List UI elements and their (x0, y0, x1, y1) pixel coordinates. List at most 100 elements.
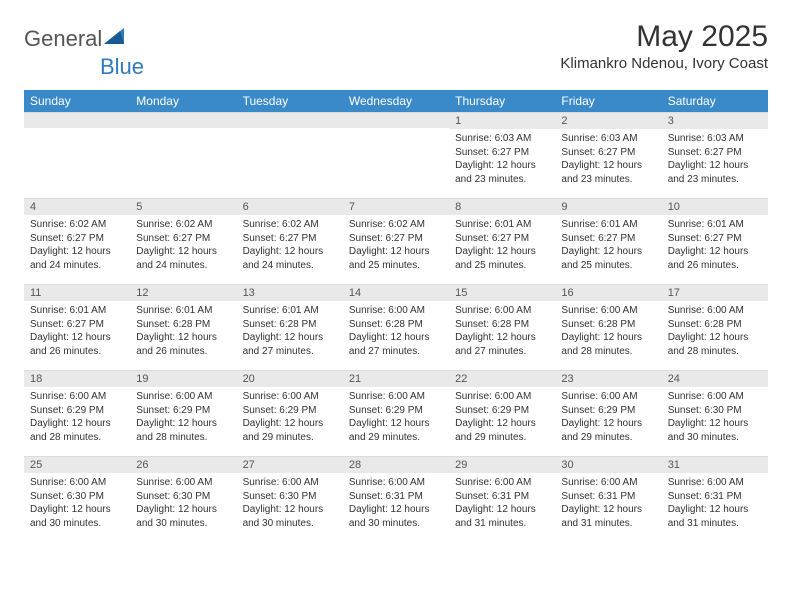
day-number: 13 (237, 284, 343, 301)
day-number: 25 (24, 456, 130, 473)
month-title: May 2025 (560, 20, 768, 53)
day-number: 16 (555, 284, 661, 301)
day-of-week-header: Friday (555, 90, 661, 112)
daylight-line: Daylight: 12 hours and 29 minutes. (243, 417, 337, 444)
day-content: Sunrise: 6:03 AMSunset: 6:27 PMDaylight:… (662, 129, 768, 190)
day-number: 7 (343, 198, 449, 215)
calendar-day-cell: 20 Sunrise: 6:00 AMSunset: 6:29 PMDayligh… (237, 370, 343, 456)
sunrise-line: Sunrise: 6:00 AM (349, 304, 443, 318)
sunrise-line: Sunrise: 6:02 AM (243, 218, 337, 232)
daylight-line: Daylight: 12 hours and 30 minutes. (243, 503, 337, 530)
calendar-day-cell: 15Sunrise: 6:00 AMSunset: 6:28 PMDayligh… (449, 284, 555, 370)
calendar-day-cell: 8Sunrise: 6:01 AMSunset: 6:27 PMDaylight… (449, 198, 555, 284)
sunset-line: Sunset: 6:27 PM (136, 232, 230, 246)
calendar-day-cell: 10Sunrise: 6:01 AMSunset: 6:27 PMDayligh… (662, 198, 768, 284)
sunrise-line: Sunrise: 6:01 AM (243, 304, 337, 318)
daylight-line: Daylight: 12 hours and 28 minutes. (561, 331, 655, 358)
calendar-day-cell: 31Sunrise: 6:00 AMSunset: 6:31 PMDayligh… (662, 456, 768, 542)
calendar-day-cell: 19Sunrise: 6:00 AMSunset: 6:29 PMDayligh… (130, 370, 236, 456)
daylight-line: Daylight: 12 hours and 27 minutes. (243, 331, 337, 358)
sunset-line: Sunset: 6:29 PM (455, 404, 549, 418)
calendar-day-cell: 14Sunrise: 6:00 AMSunset: 6:28 PMDayligh… (343, 284, 449, 370)
day-content: Sunrise: 6:00 AMSunset: 6:28 PMDaylight:… (343, 301, 449, 362)
logo-text-blue: Blue (100, 54, 144, 79)
sunset-line: Sunset: 6:29 PM (349, 404, 443, 418)
calendar-day-cell: 25Sunrise: 6:00 AMSunset: 6:30 PMDayligh… (24, 456, 130, 542)
location: Klimankro Ndenou, Ivory Coast (560, 55, 768, 72)
sunrise-line: Sunrise: 6:03 AM (561, 132, 655, 146)
sunset-line: Sunset: 6:28 PM (136, 318, 230, 332)
sunset-line: Sunset: 6:27 PM (455, 232, 549, 246)
daylight-line: Daylight: 12 hours and 27 minutes. (455, 331, 549, 358)
daylight-line: Daylight: 12 hours and 29 minutes. (455, 417, 549, 444)
sunset-line: Sunset: 6:28 PM (561, 318, 655, 332)
sunset-line: Sunset: 6:27 PM (668, 146, 762, 160)
daylight-line: Daylight: 12 hours and 28 minutes. (30, 417, 124, 444)
calendar-day-cell: 4Sunrise: 6:02 AMSunset: 6:27 PMDaylight… (24, 198, 130, 284)
daylight-line: Daylight: 12 hours and 29 minutes. (561, 417, 655, 444)
calendar-empty-cell (130, 112, 236, 198)
calendar-day-cell: 12Sunrise: 6:01 AMSunset: 6:28 PMDayligh… (130, 284, 236, 370)
sunset-line: Sunset: 6:29 PM (30, 404, 124, 418)
calendar-week-row: 25Sunrise: 6:00 AMSunset: 6:30 PMDayligh… (24, 456, 768, 542)
daylight-line: Daylight: 12 hours and 30 minutes. (30, 503, 124, 530)
day-content: Sunrise: 6:00 AMSunset: 6:30 PMDaylight:… (237, 473, 343, 534)
daylight-line: Daylight: 12 hours and 23 minutes. (561, 159, 655, 186)
day-content: Sunrise: 6:01 AMSunset: 6:28 PMDaylight:… (130, 301, 236, 362)
day-number: 23 (555, 370, 661, 387)
day-content: Sunrise: 6:00 AMSunset: 6:29 PMDaylight:… (449, 387, 555, 448)
day-number: 4 (24, 198, 130, 215)
daylight-line: Daylight: 12 hours and 31 minutes. (561, 503, 655, 530)
sunrise-line: Sunrise: 6:02 AM (136, 218, 230, 232)
calendar-day-cell: 3Sunrise: 6:03 AMSunset: 6:27 PMDaylight… (662, 112, 768, 198)
sunset-line: Sunset: 6:27 PM (668, 232, 762, 246)
day-number: 9 (555, 198, 661, 215)
day-of-week-header: Wednesday (343, 90, 449, 112)
sunrise-line: Sunrise: 6:01 AM (668, 218, 762, 232)
sunset-line: Sunset: 6:31 PM (455, 490, 549, 504)
day-number: 1 (449, 112, 555, 129)
day-number: 20 (237, 370, 343, 387)
sunset-line: Sunset: 6:29 PM (243, 404, 337, 418)
sunset-line: Sunset: 6:27 PM (30, 318, 124, 332)
day-content: Sunrise: 6:01 AMSunset: 6:27 PMDaylight:… (555, 215, 661, 276)
sunset-line: Sunset: 6:27 PM (243, 232, 337, 246)
day-number: 28 (343, 456, 449, 473)
sunrise-line: Sunrise: 6:01 AM (30, 304, 124, 318)
calendar-day-cell: 6Sunrise: 6:02 AMSunset: 6:27 PMDaylight… (237, 198, 343, 284)
calendar-week-row: 1Sunrise: 6:03 AMSunset: 6:27 PMDaylight… (24, 112, 768, 198)
day-content: Sunrise: 6:00 AMSunset: 6:31 PMDaylight:… (449, 473, 555, 534)
day-number (130, 112, 236, 128)
day-content: Sunrise: 6:00 AMSunset: 6:31 PMDaylight:… (343, 473, 449, 534)
calendar-empty-cell (237, 112, 343, 198)
day-content: Sunrise: 6:02 AMSunset: 6:27 PMDaylight:… (24, 215, 130, 276)
day-number: 11 (24, 284, 130, 301)
calendar-day-cell: 2Sunrise: 6:03 AMSunset: 6:27 PMDaylight… (555, 112, 661, 198)
day-number: 14 (343, 284, 449, 301)
day-content: Sunrise: 6:02 AMSunset: 6:27 PMDaylight:… (237, 215, 343, 276)
daylight-line: Daylight: 12 hours and 31 minutes. (668, 503, 762, 530)
day-number: 27 (237, 456, 343, 473)
calendar-day-cell: 24Sunrise: 6:00 AMSunset: 6:30 PMDayligh… (662, 370, 768, 456)
day-content: Sunrise: 6:00 AMSunset: 6:31 PMDaylight:… (662, 473, 768, 534)
sunrise-line: Sunrise: 6:00 AM (455, 476, 549, 490)
sunrise-line: Sunrise: 6:00 AM (136, 476, 230, 490)
day-number: 8 (449, 198, 555, 215)
sunrise-line: Sunrise: 6:01 AM (136, 304, 230, 318)
sunset-line: Sunset: 6:30 PM (30, 490, 124, 504)
calendar-day-cell: 9Sunrise: 6:01 AMSunset: 6:27 PMDaylight… (555, 198, 661, 284)
sunrise-line: Sunrise: 6:00 AM (30, 390, 124, 404)
sunset-line: Sunset: 6:27 PM (561, 146, 655, 160)
day-content: Sunrise: 6:00 AMSunset: 6:29 PMDaylight:… (24, 387, 130, 448)
calendar-day-cell: 1Sunrise: 6:03 AMSunset: 6:27 PMDaylight… (449, 112, 555, 198)
calendar-day-cell: 23Sunrise: 6:00 AMSunset: 6:29 PMDayligh… (555, 370, 661, 456)
calendar-week-row: 4Sunrise: 6:02 AMSunset: 6:27 PMDaylight… (24, 198, 768, 284)
calendar-day-cell: 30Sunrise: 6:00 AMSunset: 6:31 PMDayligh… (555, 456, 661, 542)
day-content: Sunrise: 6:00 AMSunset: 6:28 PMDaylight:… (449, 301, 555, 362)
calendar-day-cell: 18Sunrise: 6:00 AMSunset: 6:29 PMDayligh… (24, 370, 130, 456)
calendar-day-cell: 29Sunrise: 6:00 AMSunset: 6:31 PMDayligh… (449, 456, 555, 542)
sunrise-line: Sunrise: 6:01 AM (455, 218, 549, 232)
sunrise-line: Sunrise: 6:00 AM (243, 390, 337, 404)
day-content: Sunrise: 6:00 AMSunset: 6:30 PMDaylight:… (24, 473, 130, 534)
calendar-day-cell: 7Sunrise: 6:02 AMSunset: 6:27 PMDaylight… (343, 198, 449, 284)
